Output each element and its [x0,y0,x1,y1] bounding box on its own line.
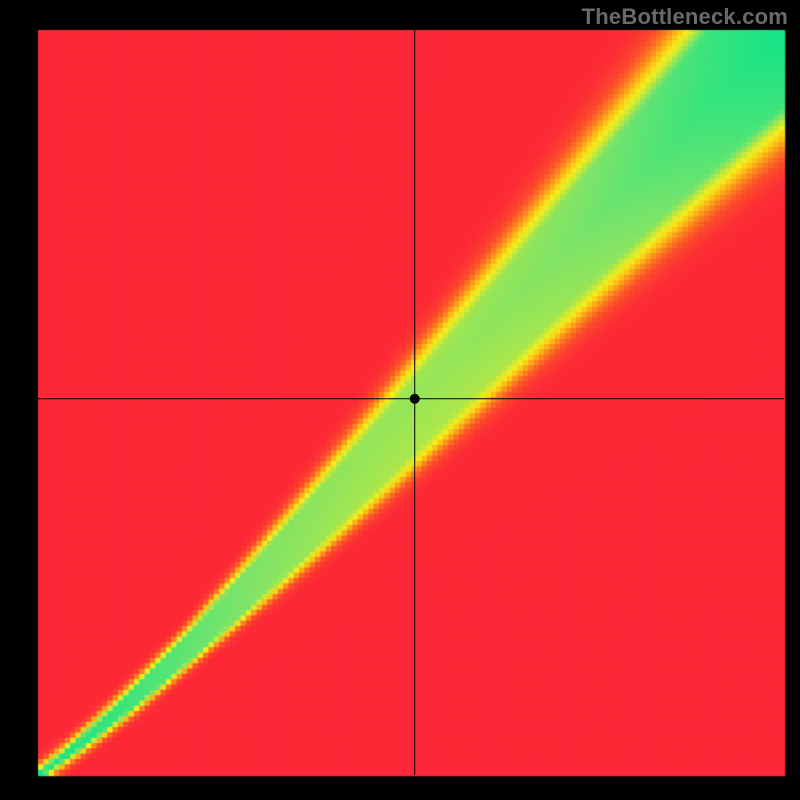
bottleneck-heatmap [0,0,800,800]
watermark-text: TheBottleneck.com [582,4,788,30]
